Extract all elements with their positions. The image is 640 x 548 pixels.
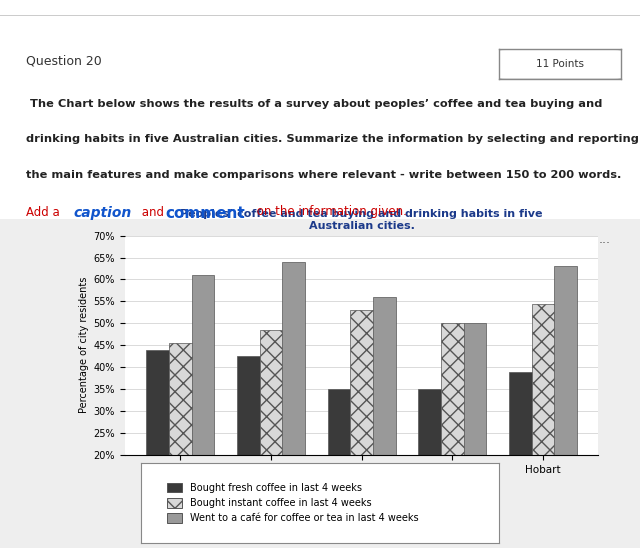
Bar <box>350 310 373 455</box>
Text: Question 20: Question 20 <box>26 55 101 68</box>
Bar <box>191 275 214 455</box>
Bar <box>463 323 486 455</box>
Bar <box>532 304 554 455</box>
Bar <box>147 350 169 455</box>
Text: caption: caption <box>74 206 132 220</box>
Text: on the information given.: on the information given. <box>253 206 406 219</box>
Text: ...: ... <box>598 233 611 246</box>
Text: comment: comment <box>165 206 245 220</box>
Bar <box>328 389 350 455</box>
Title: Peoples’ coffee and tea buying and drinking habits in five
Australian cities.: Peoples’ coffee and tea buying and drink… <box>180 209 543 231</box>
Text: The Chart below shows the results of a survey about peoples’ coffee and tea buyi: The Chart below shows the results of a s… <box>26 99 602 109</box>
FancyBboxPatch shape <box>493 49 627 79</box>
Y-axis label: Percentage of city residents: Percentage of city residents <box>79 277 90 413</box>
Bar <box>419 389 441 455</box>
Text: 11 Points: 11 Points <box>536 59 584 70</box>
Text: and: and <box>138 206 167 219</box>
Bar <box>282 262 305 455</box>
Bar <box>169 343 191 455</box>
Text: drinking habits in five Australian cities. Summarize the information by selectin: drinking habits in five Australian citie… <box>26 134 639 144</box>
Bar <box>509 372 532 455</box>
Bar <box>260 330 282 455</box>
Text: the main features and make comparisons where relevant - write between 150 to 200: the main features and make comparisons w… <box>26 170 621 180</box>
Bar <box>373 297 396 455</box>
Bar <box>237 356 260 455</box>
Bar <box>441 323 463 455</box>
Bar <box>554 266 577 455</box>
Text: Add a: Add a <box>26 206 63 219</box>
Legend: Bought fresh coffee in last 4 weeks, Bought instant coffee in last 4 weeks, Went: Bought fresh coffee in last 4 weeks, Bou… <box>164 478 422 527</box>
